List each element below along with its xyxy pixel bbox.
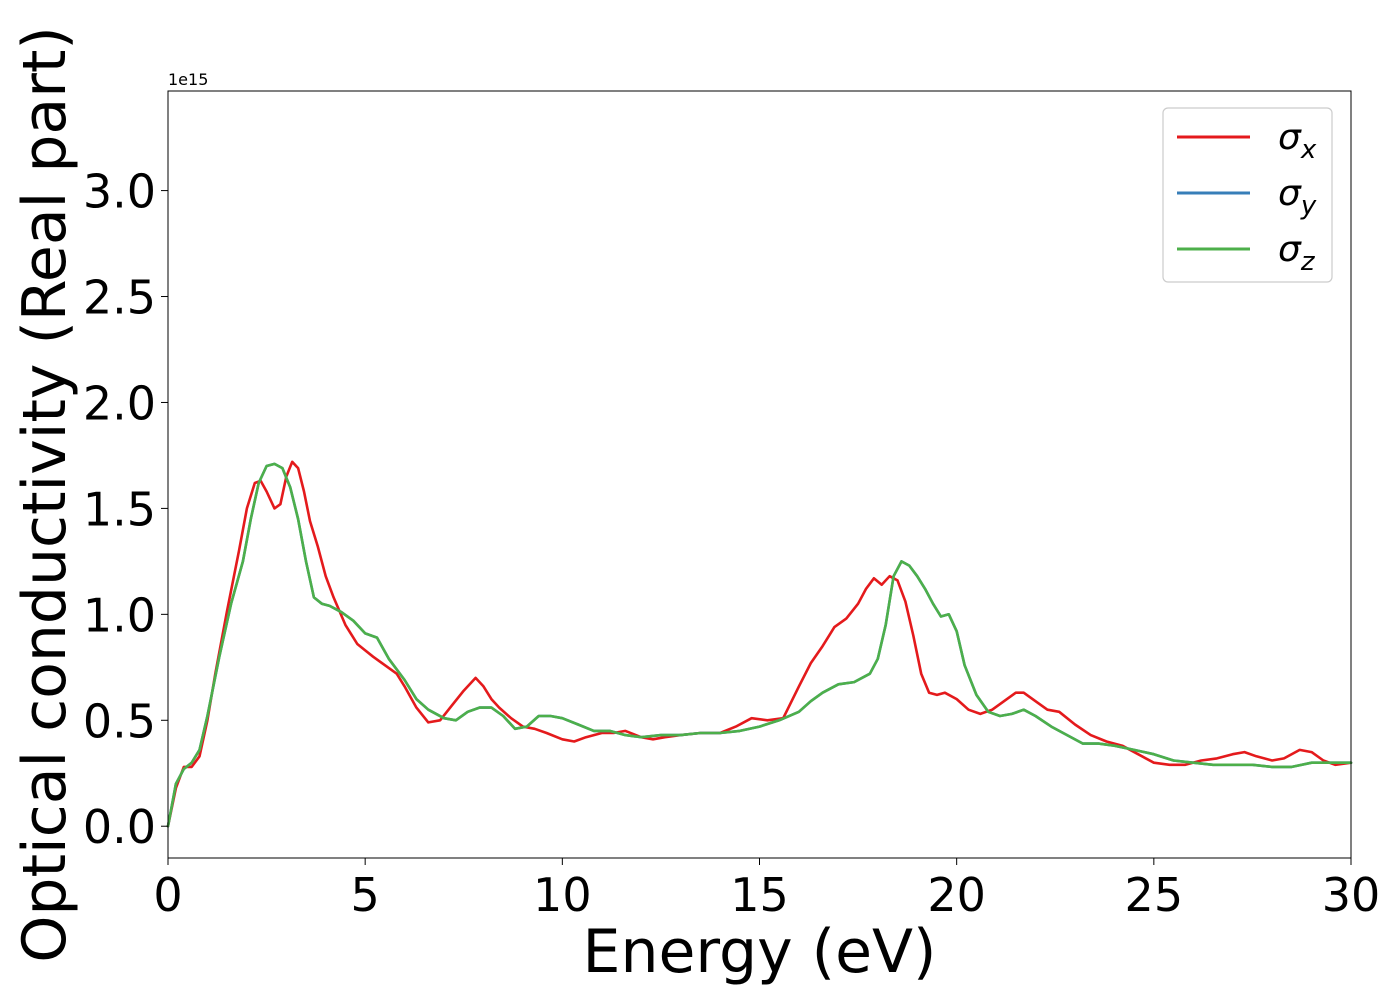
- legend-label-x: σx: [1278, 117, 1317, 165]
- y-tick-label: 0.0: [83, 800, 156, 854]
- y-axis-scale-label: 1e15: [168, 70, 208, 89]
- series-line-z: [166, 462, 1353, 828]
- series-layer: [166, 460, 1353, 828]
- x-tick-label: 25: [1125, 868, 1184, 922]
- x-tick-label: 20: [927, 868, 986, 922]
- y-axis-label: Optical conductivity (Real part): [10, 26, 80, 963]
- legend-subscript: y: [1300, 191, 1317, 221]
- y-tick-label: 2.0: [83, 376, 156, 430]
- legend-subscript: x: [1300, 135, 1317, 165]
- x-axis-label: Energy (eV): [583, 917, 937, 987]
- legend-label-z: σz: [1278, 229, 1316, 277]
- legend-symbol: σ: [1278, 173, 1302, 214]
- legend-box: [1162, 107, 1333, 283]
- x-tick-label: 15: [730, 868, 789, 922]
- legend-label-y: σy: [1278, 173, 1317, 221]
- y-tick-label: 1.5: [83, 482, 156, 536]
- y-tick-label: 3.0: [83, 165, 156, 219]
- legend-subscript: z: [1300, 247, 1316, 277]
- y-tick-label: 0.5: [83, 694, 156, 748]
- x-tick-label: 30: [1322, 868, 1381, 922]
- x-tick-label: 0: [153, 868, 182, 922]
- y-axis-ticks: 0.0 0.5 1.0 1.5 2.0 2.5 3.0: [83, 165, 168, 854]
- y-tick-label: 1.0: [83, 588, 156, 642]
- x-axis-ticks: 0 5 10 15 20 25 30: [153, 858, 1380, 922]
- y-tick-label: 2.5: [83, 271, 156, 325]
- legend-symbol: σ: [1278, 117, 1302, 158]
- x-tick-label: 5: [351, 868, 380, 922]
- legend-symbol: σ: [1278, 229, 1302, 270]
- x-tick-label: 10: [533, 868, 592, 922]
